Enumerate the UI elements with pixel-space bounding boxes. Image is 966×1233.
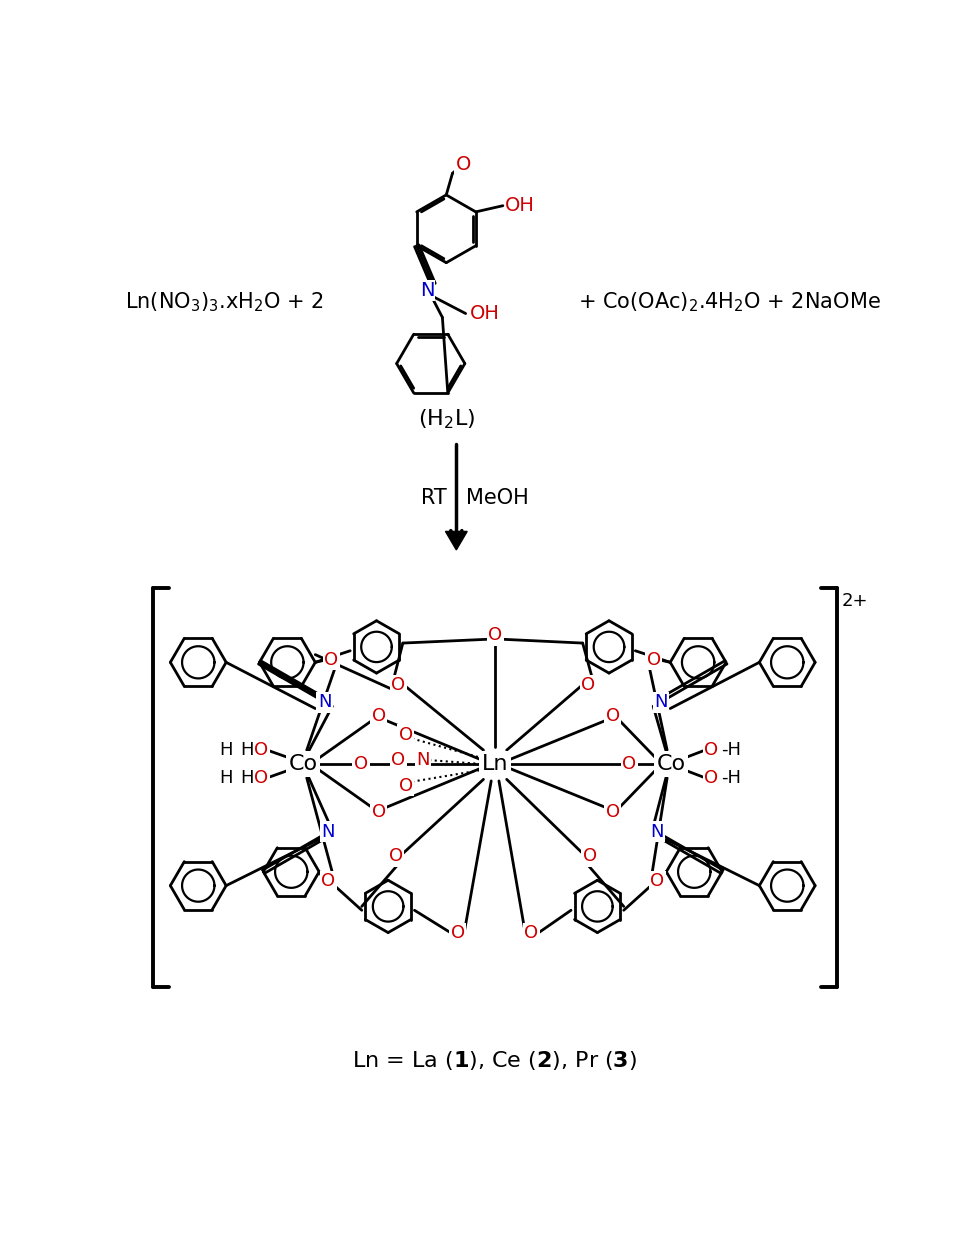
Text: OH: OH [504, 196, 534, 216]
Text: -H: -H [722, 769, 741, 787]
Text: Ln(NO$_3$)$_3$.xH$_2$O + 2: Ln(NO$_3$)$_3$.xH$_2$O + 2 [125, 290, 324, 313]
Text: O: O [372, 708, 385, 725]
Text: -H: -H [722, 741, 741, 760]
Text: N: N [416, 751, 430, 769]
Text: + Co(OAc)$_2$.4H$_2$O + 2NaOMe: + Co(OAc)$_2$.4H$_2$O + 2NaOMe [578, 290, 881, 313]
Text: O: O [622, 755, 637, 773]
Text: O: O [456, 154, 471, 174]
Text: O: O [391, 677, 406, 694]
Text: O: O [388, 847, 403, 866]
Text: O: O [606, 708, 620, 725]
Text: O: O [254, 769, 269, 787]
Text: MeOH: MeOH [466, 488, 528, 508]
Text: N: N [318, 693, 331, 711]
Text: O: O [488, 626, 502, 645]
Text: O: O [451, 925, 465, 942]
Text: O: O [399, 777, 413, 794]
Text: H: H [241, 769, 254, 787]
Text: Co: Co [657, 753, 686, 774]
Text: O: O [322, 872, 335, 890]
Text: O: O [325, 651, 339, 670]
Text: O: O [650, 872, 664, 890]
Text: O: O [704, 741, 719, 760]
Text: N: N [419, 281, 434, 300]
Text: O: O [399, 726, 413, 743]
Text: O: O [647, 651, 661, 670]
Text: O: O [704, 769, 719, 787]
Text: H: H [241, 741, 254, 760]
Text: H: H [219, 741, 233, 760]
Text: O: O [581, 677, 595, 694]
Text: Ln = La ($\mathbf{1}$), Ce ($\mathbf{2}$), Pr ($\mathbf{3}$): Ln = La ($\mathbf{1}$), Ce ($\mathbf{2}$… [353, 1049, 638, 1071]
Text: O: O [372, 803, 385, 821]
Text: O: O [354, 755, 368, 773]
Text: O: O [391, 751, 406, 769]
Text: O: O [606, 803, 620, 821]
Text: Co: Co [288, 753, 318, 774]
Text: O: O [525, 925, 539, 942]
Text: H: H [219, 769, 233, 787]
Text: O: O [582, 847, 597, 866]
Text: 2+: 2+ [841, 592, 868, 610]
Text: Ln: Ln [482, 753, 508, 774]
Text: O: O [254, 741, 269, 760]
Text: (H$_2$L): (H$_2$L) [417, 407, 475, 430]
Text: N: N [322, 822, 335, 841]
Text: N: N [650, 822, 664, 841]
Polygon shape [445, 531, 468, 550]
Text: N: N [654, 693, 668, 711]
Text: OH: OH [469, 305, 499, 323]
Text: RT: RT [421, 488, 447, 508]
